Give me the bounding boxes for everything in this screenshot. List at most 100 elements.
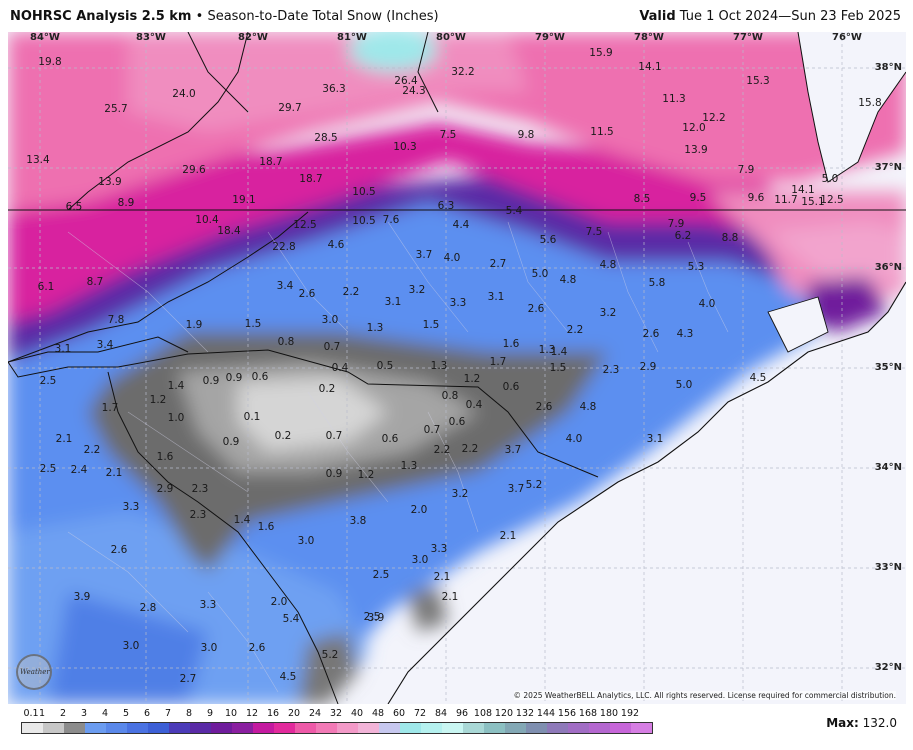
snow-total-label: 11.3 bbox=[662, 93, 686, 105]
snow-total-label: 18.7 bbox=[259, 156, 283, 168]
colorbar-label: 9 bbox=[206, 708, 214, 719]
latitude-label: 34°N bbox=[874, 462, 902, 473]
snow-total-label: 13.4 bbox=[26, 154, 50, 166]
snow-total-label: 7.5 bbox=[585, 226, 603, 238]
snow-total-label: 3.0 bbox=[297, 535, 315, 547]
snow-total-label: 9.8 bbox=[517, 129, 535, 141]
snow-total-label: 18.7 bbox=[299, 173, 323, 185]
snow-total-label: 1.6 bbox=[502, 338, 520, 350]
snow-total-label: 4.3 bbox=[676, 328, 694, 340]
latitude-label: 38°N bbox=[874, 62, 902, 73]
snow-total-label: 3.0 bbox=[411, 554, 429, 566]
latitude-label: 36°N bbox=[874, 262, 902, 273]
longitude-label: 78°W bbox=[634, 32, 664, 43]
snow-total-label: 4.0 bbox=[565, 433, 583, 445]
snow-total-label: 2.2 bbox=[342, 286, 360, 298]
snow-total-label: 1.4 bbox=[233, 514, 251, 526]
snow-total-label: 8.7 bbox=[86, 276, 104, 288]
colorbar-label: 84 bbox=[434, 708, 448, 719]
snow-total-label: 3.0 bbox=[122, 640, 140, 652]
snow-total-label: 3.8 bbox=[349, 515, 367, 527]
snow-total-label: 14.1 bbox=[638, 61, 662, 73]
valid-label: Valid bbox=[639, 9, 676, 24]
colorbar-label: 7 bbox=[164, 708, 172, 719]
colorbar-swatch bbox=[526, 723, 547, 733]
colorbar-swatch bbox=[631, 723, 652, 733]
snow-total-label: 0.6 bbox=[381, 433, 399, 445]
snow-total-label: 19.1 bbox=[232, 194, 256, 206]
colorbar-swatch bbox=[379, 723, 400, 733]
snow-total-label: 26.4 bbox=[394, 75, 418, 87]
snow-total-label: 3.1 bbox=[54, 343, 72, 355]
colorbar-label: 120 bbox=[494, 708, 514, 719]
bay-shore bbox=[797, 32, 906, 183]
snow-total-label: 2.2 bbox=[83, 444, 101, 456]
colorbar-label: 72 bbox=[413, 708, 427, 719]
snow-total-label: 2.5 bbox=[39, 375, 57, 387]
colorbar-label: 0.1 bbox=[23, 708, 39, 719]
longitude-label: 79°W bbox=[535, 32, 565, 43]
snow-total-label: 5.8 bbox=[648, 277, 666, 289]
snow-total-label: 0.6 bbox=[502, 381, 520, 393]
colorbar-label: 12 bbox=[245, 708, 259, 719]
colorbar-label: 6 bbox=[143, 708, 151, 719]
longitude-label: 76°W bbox=[832, 32, 862, 43]
snow-total-label: 24.3 bbox=[402, 85, 426, 97]
snow-total-label: 2.1 bbox=[441, 591, 459, 603]
snow-total-label: 10.3 bbox=[393, 141, 417, 153]
snow-total-label: 12.0 bbox=[682, 122, 706, 134]
snow-total-label: 2.7 bbox=[179, 673, 197, 685]
coastline bbox=[387, 281, 906, 704]
snow-total-label: 12.5 bbox=[293, 219, 317, 231]
snow-total-label: 0.7 bbox=[323, 341, 341, 353]
snow-total-label: 0.5 bbox=[376, 360, 394, 372]
snow-total-label: 2.5 bbox=[363, 611, 381, 623]
max-value: 132.0 bbox=[862, 716, 897, 730]
snow-total-label: 3.3 bbox=[449, 297, 467, 309]
snow-total-label: 5.4 bbox=[282, 613, 300, 625]
colorbar-swatch bbox=[316, 723, 337, 733]
atlantic-ocean bbox=[388, 282, 906, 704]
snow-total-label: 6.2 bbox=[674, 230, 692, 242]
snow-total-label: 4.0 bbox=[698, 298, 716, 310]
snow-total-label: 0.7 bbox=[423, 424, 441, 436]
colorbar-label: 8 bbox=[185, 708, 193, 719]
snow-total-label: 3.3 bbox=[122, 501, 140, 513]
snow-total-label: 0.9 bbox=[202, 375, 220, 387]
snow-total-label: 2.0 bbox=[410, 504, 428, 516]
sound-shore bbox=[767, 296, 829, 353]
snow-total-label: 2.0 bbox=[270, 596, 288, 608]
snow-total-label: 8.9 bbox=[117, 197, 135, 209]
snow-total-label: 5.6 bbox=[539, 234, 557, 246]
snow-total-label: 2.5 bbox=[372, 569, 390, 581]
snow-total-label: 1.3 bbox=[538, 344, 556, 356]
snow-total-label: 5.0 bbox=[821, 173, 839, 185]
colorbar-label: 180 bbox=[599, 708, 619, 719]
graticule bbox=[8, 32, 906, 704]
colorbar-label: 40 bbox=[350, 708, 364, 719]
snow-total-label: 3.1 bbox=[487, 291, 505, 303]
colorbar-swatch bbox=[442, 723, 463, 733]
snow-total-label: 29.7 bbox=[278, 102, 302, 114]
colorbar-swatch bbox=[589, 723, 610, 733]
product-title: NOHRSC Analysis 2.5 km • Season-to-Date … bbox=[10, 9, 439, 24]
colorbar-swatch bbox=[568, 723, 589, 733]
snow-total-label: 3.2 bbox=[408, 284, 426, 296]
state-borders bbox=[8, 32, 906, 704]
longitude-label: 83°W bbox=[136, 32, 166, 43]
snow-total-label: 2.6 bbox=[535, 401, 553, 413]
colorbar-swatch bbox=[421, 723, 442, 733]
snow-total-label: 2.5 bbox=[39, 463, 57, 475]
county-lines bbox=[67, 221, 729, 693]
snow-total-label: 25.7 bbox=[104, 103, 128, 115]
snow-total-label: 6.1 bbox=[37, 281, 55, 293]
snow-total-label: 15.3 bbox=[746, 75, 770, 87]
colorbar-label: 10 bbox=[224, 708, 238, 719]
snow-total-label: 3.4 bbox=[276, 280, 294, 292]
colorbar-swatch bbox=[610, 723, 631, 733]
weatherbell-logo: Weather bbox=[16, 654, 52, 690]
max-label: Max: bbox=[826, 716, 859, 730]
snow-total-label: 1.0 bbox=[167, 412, 185, 424]
title-separator: • bbox=[195, 9, 204, 24]
latitude-label: 32°N bbox=[874, 662, 902, 673]
